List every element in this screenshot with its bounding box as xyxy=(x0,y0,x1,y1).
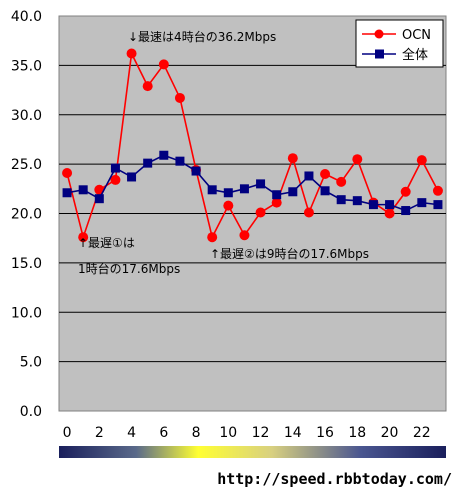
legend-marker-ocn xyxy=(374,29,384,39)
point-ocn xyxy=(432,185,443,196)
legend: OCN 全体 xyxy=(355,19,444,68)
y-tick-label: 20.0 xyxy=(11,207,42,223)
point-ocn xyxy=(78,232,89,243)
point-overall xyxy=(127,172,137,182)
y-tick-label: 25.0 xyxy=(11,157,42,173)
legend-marker-overall xyxy=(375,49,384,59)
x-tick-label: 18 xyxy=(348,425,366,441)
point-ocn xyxy=(223,200,234,211)
series-overall xyxy=(62,150,443,216)
point-ocn xyxy=(400,186,411,197)
x-tick-label: 10 xyxy=(219,425,237,441)
point-ocn xyxy=(352,154,363,165)
point-ocn xyxy=(207,232,218,243)
legend-label-overall: 全体 xyxy=(402,47,428,63)
point-overall xyxy=(417,198,427,208)
point-overall xyxy=(94,194,104,204)
x-tick-label: 6 xyxy=(159,425,168,441)
point-overall xyxy=(272,190,282,200)
source-url: http://speed.rbbtoday.com/ xyxy=(217,470,452,488)
point-ocn xyxy=(320,169,331,179)
point-overall xyxy=(62,188,72,198)
y-tick-label: 10.0 xyxy=(11,305,42,321)
point-overall xyxy=(385,200,395,210)
y-tick-label: 0.0 xyxy=(20,404,42,420)
legend-box xyxy=(355,19,444,68)
point-ocn xyxy=(384,208,395,219)
x-tick-label: 12 xyxy=(252,425,270,441)
point-overall xyxy=(143,158,153,168)
point-overall xyxy=(110,163,120,173)
point-ocn xyxy=(239,230,250,241)
y-tick-label: 5.0 xyxy=(20,355,42,371)
y-tick-label: 35.0 xyxy=(11,58,42,74)
point-overall xyxy=(239,184,249,194)
point-overall xyxy=(336,195,346,205)
point-overall xyxy=(320,186,330,196)
point-ocn xyxy=(126,48,137,59)
annotation-label: ↑最遅①は xyxy=(78,236,135,250)
point-overall xyxy=(304,171,314,181)
x-tick-label: 0 xyxy=(63,425,72,441)
point-overall xyxy=(256,179,266,189)
y-tick-label: 40.0 xyxy=(11,9,42,25)
annotation-label: ↓最速は4時台の36.2Mbps xyxy=(128,29,276,44)
y-tick-label: 15.0 xyxy=(11,256,42,272)
point-overall xyxy=(288,187,298,197)
x-tick-label: 16 xyxy=(316,425,334,441)
point-overall xyxy=(175,156,185,166)
x-axis-ticks: 0 2 4 6 8 10 12 14 16 18 20 22 xyxy=(63,425,431,441)
annotation-label: 1時台の17.6Mbps xyxy=(78,261,180,276)
point-ocn xyxy=(110,174,121,185)
point-overall xyxy=(368,200,378,210)
x-tick-label: 20 xyxy=(381,425,399,441)
point-ocn xyxy=(174,92,185,103)
point-ocn xyxy=(287,153,298,164)
point-ocn xyxy=(62,168,73,179)
series-layer xyxy=(62,48,443,243)
point-overall xyxy=(159,150,169,160)
point-ocn xyxy=(303,207,314,218)
annotations: ↓最速は4時台の36.2Mbps ↑最遅①は 1時台の17.6Mbps ↑最遅②は9時… xyxy=(78,29,369,276)
point-ocn xyxy=(158,59,169,70)
point-ocn xyxy=(271,197,282,208)
x-tick-label: 4 xyxy=(127,425,136,441)
x-tick-label: 2 xyxy=(95,425,104,441)
point-ocn xyxy=(416,155,427,166)
series-ocn xyxy=(62,48,443,243)
legend-label-ocn: OCN xyxy=(402,28,431,43)
point-overall xyxy=(191,166,201,176)
time-of-day-bar xyxy=(59,446,446,458)
point-overall xyxy=(78,185,88,195)
x-tick-label: 8 xyxy=(192,425,201,441)
point-overall xyxy=(207,185,217,195)
point-overall xyxy=(223,188,233,198)
y-axis-ticks: 0.0 5.0 10.0 15.0 20.0 25.0 30.0 35.0 40.0 xyxy=(11,9,42,420)
point-ocn xyxy=(142,81,153,92)
point-ocn xyxy=(255,207,266,218)
point-ocn xyxy=(336,176,347,187)
point-overall xyxy=(352,196,362,206)
x-tick-label: 22 xyxy=(413,425,431,441)
point-overall xyxy=(401,206,411,216)
point-overall xyxy=(433,200,443,210)
y-tick-label: 30.0 xyxy=(11,108,42,124)
annotation-label: ↑最遅②は9時台の17.6Mbps xyxy=(210,246,369,261)
x-tick-label: 14 xyxy=(284,425,302,441)
